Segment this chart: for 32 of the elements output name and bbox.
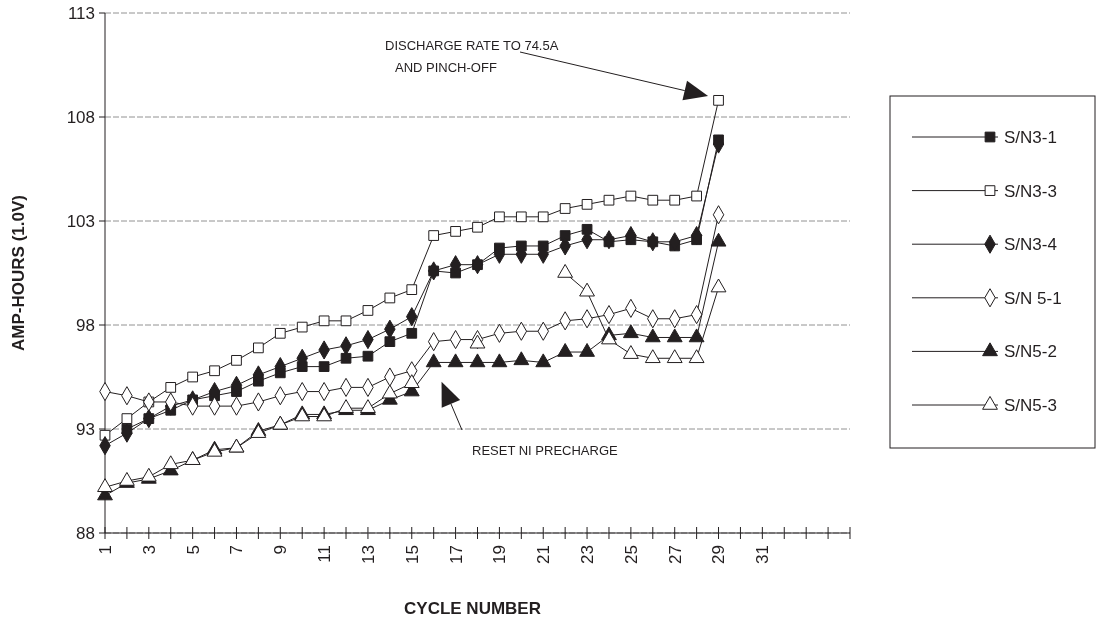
legend-label: S/N3-1 xyxy=(1004,127,1057,147)
y-tick-label: 98 xyxy=(76,315,95,335)
x-tick-label: 23 xyxy=(578,545,598,564)
x-tick-label: 11 xyxy=(315,545,335,563)
x-tick-label: 27 xyxy=(665,545,685,564)
x-tick-label: 15 xyxy=(402,545,422,564)
annotation: RESET NI PRECHARGE xyxy=(472,443,619,458)
x-tick-label: 9 xyxy=(271,545,291,555)
legend-label: S/N 5-1 xyxy=(1004,288,1062,308)
x-tick-label: 3 xyxy=(139,545,159,555)
x-tick-label: 25 xyxy=(621,545,641,564)
x-tick-label: 31 xyxy=(753,545,773,564)
y-tick-label: 113 xyxy=(67,3,95,23)
x-tick-label: 13 xyxy=(358,545,378,564)
legend-label: S/N3-3 xyxy=(1004,181,1057,201)
y-tick-label: 108 xyxy=(66,107,95,127)
x-tick-label: 19 xyxy=(490,545,510,564)
legend-label: S/N5-2 xyxy=(1004,342,1057,362)
x-axis-title: CYCLE NUMBER xyxy=(404,599,541,618)
y-axis-title: AMP-HOURS (1.0V) xyxy=(9,195,28,351)
x-tick-label: 21 xyxy=(534,545,554,564)
y-tick-label: 88 xyxy=(76,523,95,543)
x-tick-label: 1 xyxy=(95,545,115,555)
y-tick-label: 93 xyxy=(76,419,95,439)
x-tick-label: 29 xyxy=(709,545,729,564)
x-tick-label: 5 xyxy=(183,545,203,555)
x-tick-label: 7 xyxy=(227,545,247,555)
legend-label: S/N5-3 xyxy=(1004,395,1057,415)
legend-label: S/N3-4 xyxy=(1004,235,1057,255)
annotation: DISCHARGE RATE TO 74.5A AND PINCH-OFF xyxy=(385,38,559,75)
x-tick-label: 17 xyxy=(446,545,466,564)
y-tick-label: 103 xyxy=(66,211,95,231)
